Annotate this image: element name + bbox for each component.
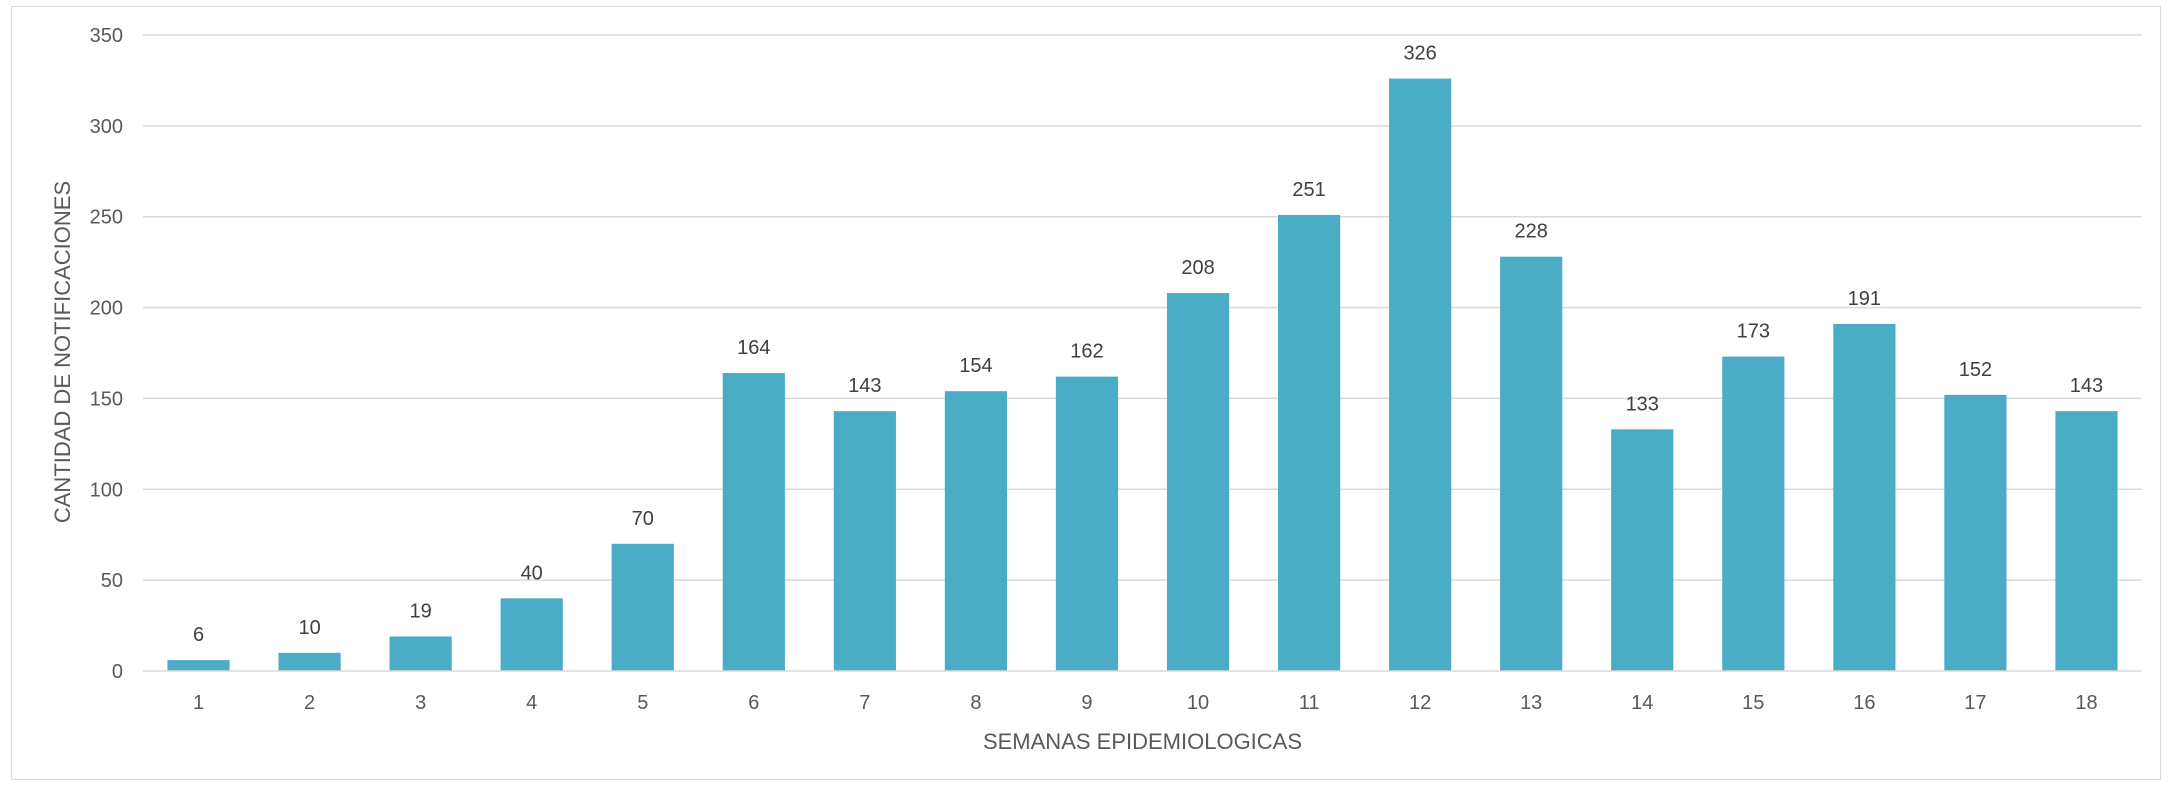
data-label: 326	[1403, 43, 1436, 65]
data-label: 40	[521, 562, 543, 584]
x-tick-label: 13	[1520, 692, 1542, 714]
data-label: 143	[2070, 375, 2103, 397]
bar	[389, 636, 452, 671]
bars	[167, 78, 2118, 671]
bar	[1277, 214, 1341, 671]
y-tick-label: 200	[90, 298, 123, 320]
data-label: 191	[1848, 288, 1881, 310]
bar	[167, 660, 230, 671]
data-label: 251	[1292, 179, 1325, 201]
x-tick-label: 6	[748, 692, 759, 714]
bar	[722, 372, 785, 671]
data-label: 10	[298, 617, 320, 639]
x-tick-label: 3	[415, 692, 426, 714]
bar	[1611, 429, 1674, 671]
data-label: 164	[737, 337, 770, 359]
x-tick-label: 7	[859, 692, 870, 714]
bar	[1833, 323, 1896, 671]
x-tick-label: 12	[1409, 692, 1431, 714]
y-axis-title: CANTIDAD DE NOTIFICACIONES	[50, 181, 75, 523]
x-tick-label: 16	[1853, 692, 1875, 714]
x-tick-label: 1	[193, 692, 204, 714]
y-tick-label: 0	[112, 661, 123, 683]
data-label: 173	[1737, 321, 1770, 343]
bar	[1944, 394, 2007, 671]
x-axis-title: SEMANAS EPIDEMIOLOGICAS	[983, 729, 1302, 754]
gridlines	[143, 34, 2142, 581]
x-tick-label: 5	[637, 692, 648, 714]
y-tick-label: 250	[90, 207, 123, 229]
bar	[2055, 411, 2118, 671]
x-tick-label: 2	[304, 692, 315, 714]
y-tick-label: 150	[90, 388, 123, 410]
data-label: 154	[959, 355, 992, 377]
x-tick-label: 18	[2075, 692, 2097, 714]
bar	[1722, 356, 1785, 671]
y-axis-ticks: 0 50 100 150 200 250 300 350	[90, 25, 123, 683]
data-label: 19	[410, 600, 432, 622]
bar	[500, 598, 563, 671]
data-label: 133	[1626, 393, 1659, 415]
bar	[1389, 78, 1452, 671]
data-label: 162	[1070, 341, 1103, 363]
x-tick-label: 17	[1964, 692, 1986, 714]
x-tick-label: 15	[1742, 692, 1764, 714]
y-tick-label: 350	[90, 25, 123, 47]
data-label: 228	[1515, 221, 1548, 243]
bar	[1500, 256, 1563, 671]
x-axis-ticks: 1 2 3 4 5 6 7 8 9 10 11 12 13 14 15 16 17 18	[193, 692, 2098, 714]
x-tick-label: 9	[1081, 692, 1092, 714]
bar	[1166, 293, 1230, 671]
x-tick-label: 8	[970, 692, 981, 714]
y-tick-label: 50	[101, 570, 123, 592]
x-tick-label: 4	[526, 692, 537, 714]
bar	[278, 652, 341, 671]
data-label: 208	[1181, 257, 1214, 279]
bar	[611, 543, 674, 671]
data-label: 6	[193, 624, 204, 646]
y-tick-label: 300	[90, 116, 123, 138]
y-tick-label: 100	[90, 479, 123, 501]
bar	[1055, 376, 1119, 671]
data-label: 70	[632, 508, 654, 530]
x-tick-label: 14	[1631, 692, 1653, 714]
data-label: 152	[1959, 359, 1992, 381]
data-label: 143	[848, 375, 881, 397]
x-tick-label: 10	[1187, 692, 1209, 714]
bar	[944, 391, 1008, 671]
bar	[833, 411, 896, 671]
x-tick-label: 11	[1299, 692, 1320, 714]
data-labels: 6 10 19 40 70 164 143 154 162 208 251 326 228 133 173 1…	[193, 43, 2103, 646]
